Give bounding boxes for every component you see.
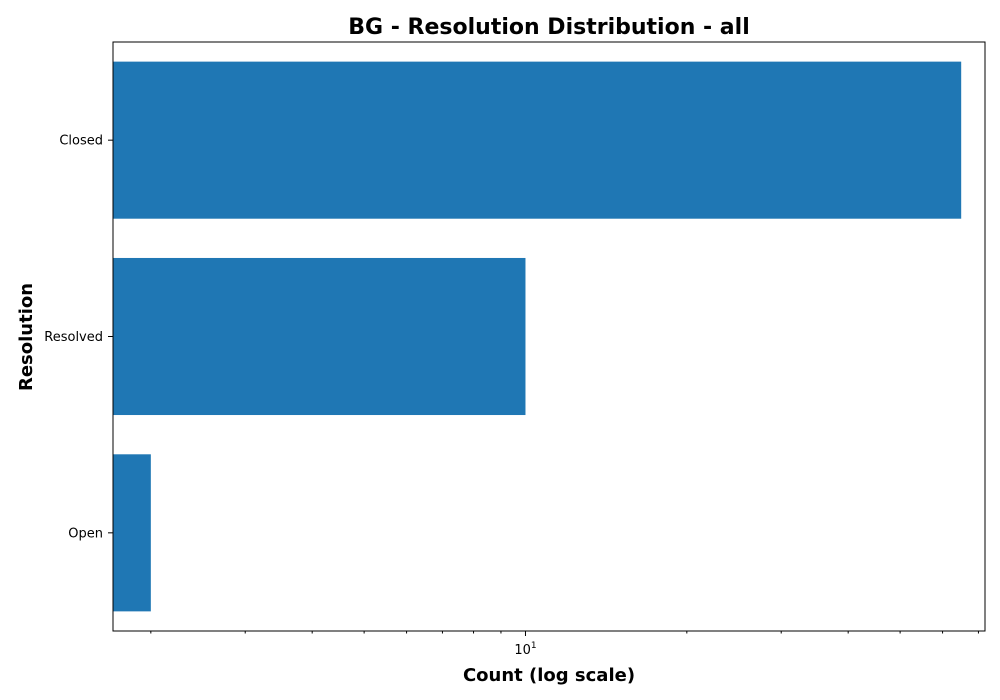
plot-frame [112, 41, 986, 632]
x-axis-ticks: 101 [150, 631, 979, 658]
x-tick-label: 101 [514, 641, 536, 658]
y-tick-label: Open [68, 526, 103, 541]
bar-open [113, 454, 151, 612]
bar-closed [113, 61, 962, 219]
bar-resolved [113, 257, 526, 416]
y-axis-ticks: Closed Resolved Open [44, 134, 113, 541]
y-tick-label: Closed [59, 134, 103, 149]
y-tick-label: Resolved [44, 330, 103, 345]
y-axis-label: Resolution [16, 283, 37, 391]
bars-group [113, 61, 962, 612]
x-axis-label: Count (log scale) [463, 665, 635, 686]
chart-title: BG - Resolution Distribution - all [348, 15, 749, 40]
